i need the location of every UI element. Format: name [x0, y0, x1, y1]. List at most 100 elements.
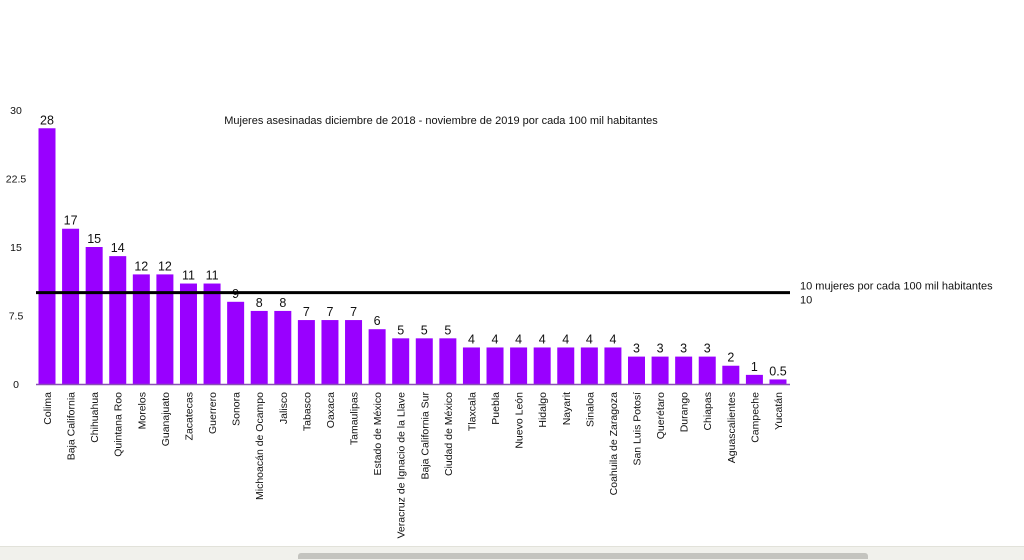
x-tick-label: Baja California	[66, 392, 78, 460]
bar	[462, 347, 480, 384]
x-tick-label: Aguascalientes	[726, 392, 738, 463]
y-tick-label: 15	[10, 242, 22, 254]
bar	[628, 356, 645, 384]
value-label: 11	[182, 269, 195, 283]
value-label: 2	[727, 351, 734, 365]
value-label: 14	[111, 241, 125, 255]
value-label: 7	[303, 305, 310, 319]
x-tick-label: Durango	[679, 392, 691, 432]
x-tick-label: Chiapas	[702, 392, 714, 431]
x-tick-label: Guerrero	[207, 392, 219, 434]
x-tick-label: Baja California Sur	[419, 392, 431, 480]
bar	[415, 338, 433, 384]
bar	[179, 283, 197, 384]
value-label: 4	[539, 332, 546, 346]
y-tick-label: 7.5	[9, 311, 24, 323]
x-tick-label: Campeche	[749, 392, 761, 443]
x-tick-label: Tamaulipas	[349, 392, 361, 445]
y-tick-label: 30	[10, 105, 22, 117]
value-label: 11	[206, 269, 219, 283]
bar	[109, 256, 127, 384]
x-tick-label: Sinaloa	[584, 392, 596, 427]
value-label: 7	[326, 305, 333, 319]
x-tick-label: Veracruz de Ignacio de la Llave	[396, 392, 408, 539]
bar	[345, 320, 363, 384]
x-tick-label: San Luis Potosí	[632, 392, 644, 466]
bar	[533, 347, 551, 384]
value-label: 4	[468, 332, 475, 346]
value-label: 4	[586, 332, 593, 346]
value-labels: 2817151412121111988777655544444443333210…	[40, 113, 787, 378]
bar	[227, 301, 245, 384]
bar	[745, 374, 763, 384]
bar	[392, 338, 410, 384]
value-label: 3	[680, 342, 687, 356]
value-label: 7	[350, 305, 357, 319]
bar	[722, 365, 740, 384]
horizontal-scrollbar[interactable]	[298, 553, 868, 559]
value-label: 15	[87, 232, 101, 246]
bar	[510, 347, 528, 384]
x-tick-label: Tlaxcala	[466, 392, 478, 431]
bar	[580, 347, 598, 384]
bar	[85, 247, 103, 384]
bar	[132, 274, 150, 384]
bar	[250, 310, 268, 384]
x-tick-label: Michoacán de Ocampo	[254, 392, 266, 500]
x-tick-label: Quintana Roo	[113, 392, 125, 457]
x-tick-label: Jalisco	[278, 392, 290, 424]
x-tick-label: Sonora	[231, 392, 243, 426]
bar	[769, 379, 787, 384]
bar	[698, 356, 716, 384]
x-tick-label: Zacatecas	[183, 392, 195, 440]
value-label: 4	[562, 332, 569, 346]
value-label: 12	[158, 259, 172, 273]
x-tick-label: Guanajuato	[160, 392, 172, 446]
reference-line-label: 10 mujeres por cada 100 mil habitantes	[800, 281, 993, 293]
bar	[439, 338, 457, 384]
value-label: 1	[751, 360, 758, 374]
value-label: 6	[374, 314, 381, 328]
y-tick-label: 0	[13, 379, 19, 391]
value-label: 8	[279, 296, 286, 310]
x-tick-label: Colima	[42, 392, 54, 425]
x-tick-label: Oaxaca	[325, 392, 337, 428]
x-tick-label: Tabasco	[301, 392, 313, 431]
x-tick-label: Ciudad de México	[443, 392, 455, 476]
bar	[203, 283, 221, 384]
bar	[486, 347, 504, 384]
bar	[62, 228, 80, 384]
x-tick-label: Hidalgo	[537, 392, 549, 428]
value-label: 5	[444, 323, 451, 337]
value-label: 4	[609, 332, 616, 346]
bar	[321, 320, 339, 384]
value-label: 4	[515, 332, 522, 346]
x-tick-label: Coahuila de Zaragoza	[608, 392, 620, 495]
bar	[156, 274, 174, 384]
value-label: 28	[40, 113, 54, 127]
bar	[297, 320, 315, 384]
y-tick-label: 22.5	[6, 174, 27, 186]
value-label: 4	[492, 332, 499, 346]
chart-title: Mujeres asesinadas diciembre de 2018 - n…	[224, 115, 658, 127]
x-tick-label: Chihuahua	[89, 392, 101, 443]
bar	[604, 347, 622, 384]
x-tick-label: Nayarit	[561, 392, 573, 425]
bar	[651, 356, 669, 384]
reference-line-value: 10	[800, 295, 812, 307]
bar	[38, 128, 56, 384]
y-axis: 0 7.5 15 22.5 30	[6, 105, 27, 391]
x-tick-label: Nuevo León	[514, 392, 526, 449]
value-label: 3	[657, 342, 664, 356]
x-tick-label: Yucatán	[773, 392, 785, 430]
bar	[557, 347, 575, 384]
value-label: 5	[397, 323, 404, 337]
value-label: 5	[421, 323, 428, 337]
x-tick-label: Querétaro	[655, 392, 667, 439]
bar	[274, 310, 292, 384]
x-axis-labels: Colima Baja California Chihuahua Quintana R…	[42, 392, 785, 539]
value-label: 3	[704, 342, 711, 356]
bar	[368, 329, 386, 384]
bars	[38, 128, 787, 384]
